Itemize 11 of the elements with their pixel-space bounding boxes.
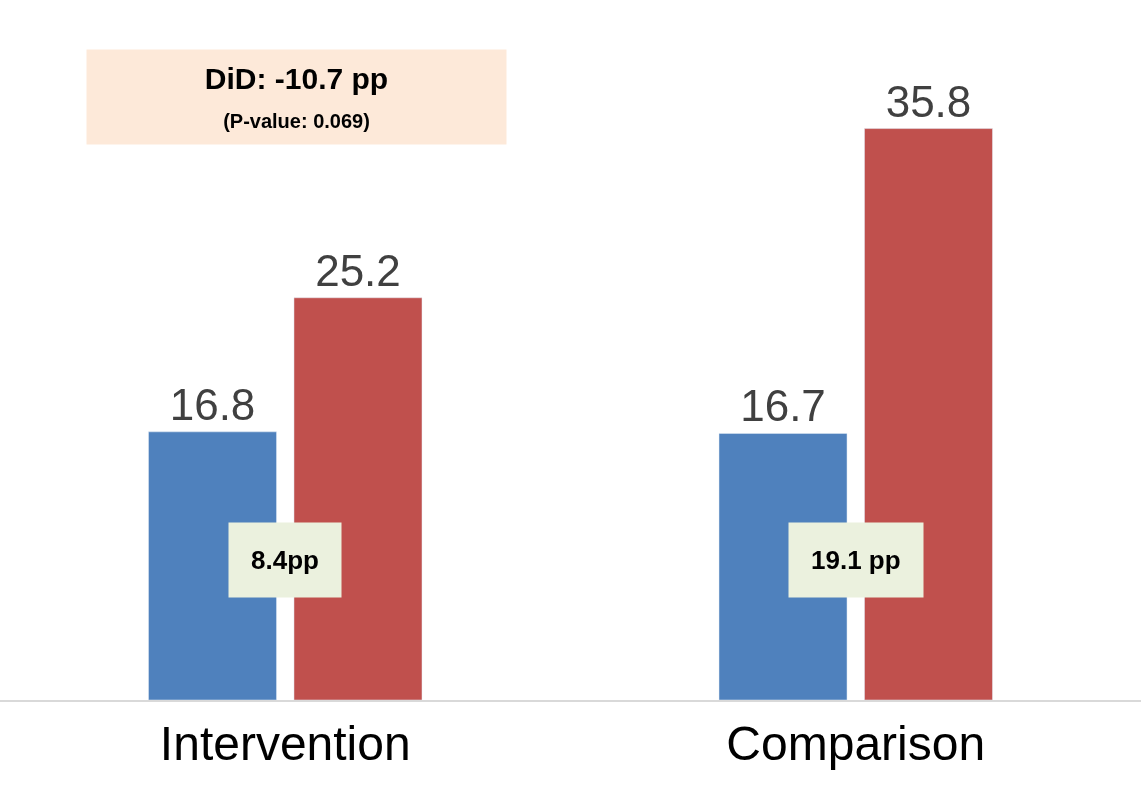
- data-label: 25.2: [315, 245, 401, 295]
- text: DiD: -10.7 pp: [204, 62, 389, 95]
- data-label: 16.8: [169, 379, 256, 429]
- annotation: 19.1 pp: [811, 545, 901, 575]
- bar: [864, 128, 993, 700]
- data-label: 16.7: [740, 381, 826, 431]
- x-tick-label: Comparison: [726, 716, 986, 770]
- x-tick-label: Intervention: [159, 716, 411, 770]
- data-label: 35.8: [885, 76, 972, 126]
- annotation: (P-value: 0.069): [223, 110, 370, 132]
- annotation: 8.4pp: [251, 545, 319, 575]
